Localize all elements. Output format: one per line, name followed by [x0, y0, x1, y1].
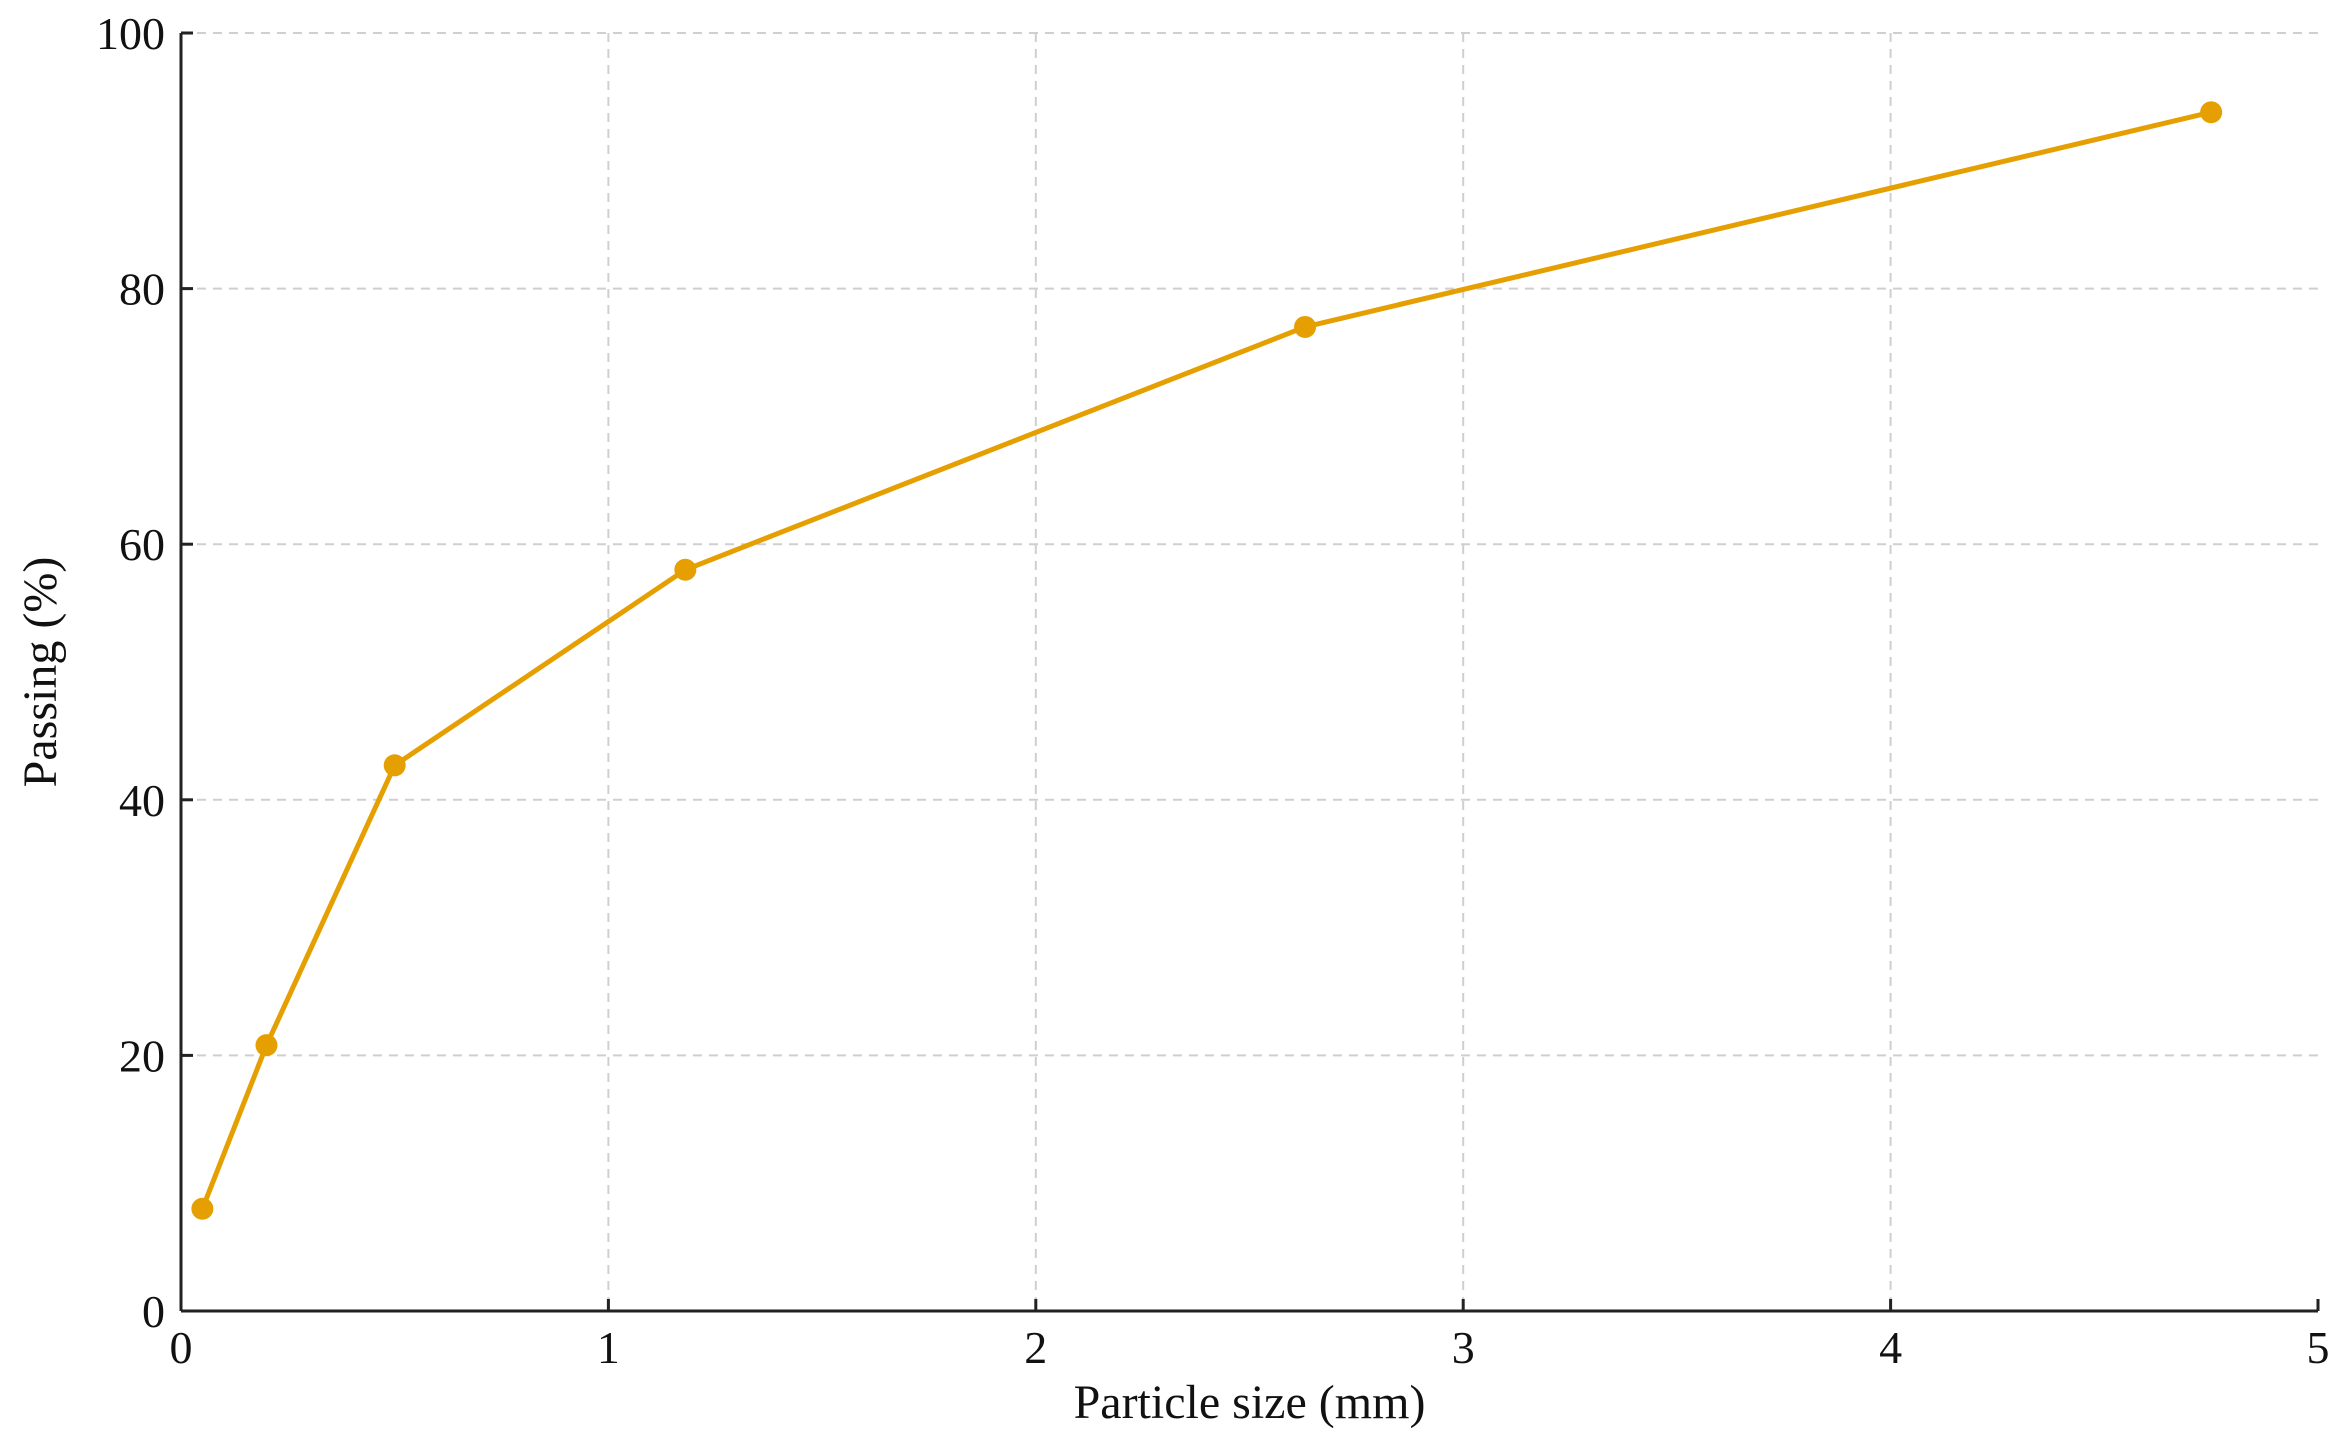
x-tick-label: 4 [1879, 1322, 1902, 1373]
grid [181, 32, 2318, 1311]
x-tick-label: 5 [2307, 1322, 2330, 1373]
y-axis-title: Passing (%) [14, 557, 67, 788]
y-tick-label: 60 [119, 519, 165, 570]
y-tick-label: 40 [119, 775, 165, 826]
x-tick-label: 1 [597, 1322, 620, 1373]
series [191, 101, 2223, 1220]
x-axis-title: Particle size (mm) [1074, 1376, 1426, 1429]
x-tick-label: 3 [1452, 1322, 1475, 1373]
data-point [2200, 101, 2223, 124]
y-tick-label: 20 [119, 1030, 165, 1081]
data-point [1294, 315, 1317, 338]
data-point [383, 754, 406, 777]
y-tick-label: 0 [142, 1286, 165, 1337]
data-point [674, 558, 697, 581]
y-tick-label: 80 [119, 264, 165, 315]
x-tick-label: 2 [1024, 1322, 1047, 1373]
tick-labels: 0 1 2 3 4 5 0 20 40 60 80 100 [96, 8, 2330, 1373]
x-tick-label: 0 [170, 1322, 193, 1373]
data-point [255, 1034, 278, 1057]
axes [179, 31, 2320, 1313]
y-tick-label: 100 [96, 8, 165, 59]
series-line [200, 109, 2212, 1210]
data-point [191, 1197, 214, 1220]
